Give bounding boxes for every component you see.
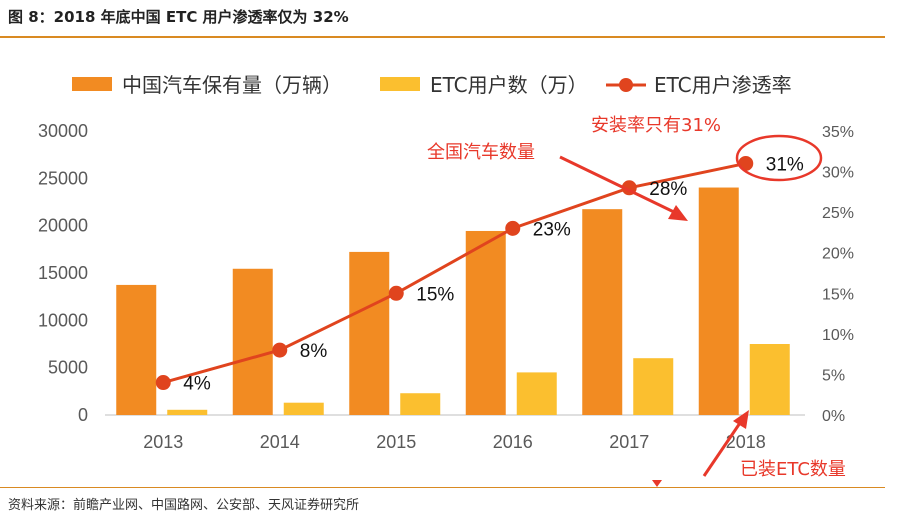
rate-data-label-2016: 23% [533,219,571,240]
legend-swatch-rate-marker [619,78,633,92]
x-tick-label: 2013 [143,432,183,452]
bar-etc-2013 [167,409,208,415]
y-right-tick-label: 35% [822,124,854,141]
rate-data-label-2018: 31% [766,154,804,175]
rate-series-line [162,161,747,384]
x-tick-label: 2018 [726,432,766,452]
y-right-tick-label: 30% [822,165,854,182]
top-divider [0,36,885,38]
legend-label-etc: ETC用户数（万） [430,73,588,97]
annotation-car-count: 全国汽车数量 [427,142,535,163]
x-tick-label: 2015 [376,432,416,452]
rate-data-label-2014: 8% [300,341,328,362]
source-note: 资料来源：前瞻产业网、中国路网、公安部、天风证券研究所 [8,498,360,513]
bar-etc-2018 [749,344,790,415]
bar-car-2014 [232,268,273,415]
bottom-divider [0,487,885,488]
bar-etc-2014 [283,402,324,415]
bar-etc-2015 [400,393,441,415]
rate-data-label-2017: 28% [649,179,687,200]
y-right-tick-label: 25% [822,205,854,222]
y-right-tick-label: 20% [822,246,854,263]
rate-marker-2013 [155,375,171,391]
legend: 中国汽车保有量（万辆） ETC用户数（万） ETC用户渗透率 [72,73,792,97]
annotation-etc-installed: 已装ETC数量 [740,459,846,480]
annotation-arrow-car-line [559,155,677,215]
bar-car-2015 [349,251,390,415]
rate-data-label-2013: 4% [183,374,211,395]
legend-swatch-etc [380,77,420,91]
annotation-arrow-car-head [668,205,688,221]
x-tick-label: 2017 [609,432,649,452]
y-left-tick-label: 5000 [48,358,88,378]
legend-swatch-car [72,77,112,91]
bar-etc-2016 [516,372,557,415]
x-tick-label: 2016 [493,432,533,452]
bar-car-2017 [582,209,623,415]
y-left-tick-label: 0 [78,405,88,425]
rate-marker-2016 [505,220,521,236]
y-left-tick-label: 30000 [38,121,88,141]
y-right-tick-label: 10% [822,327,854,344]
rate-marker-2015 [388,285,404,301]
legend-label-car: 中国汽车保有量（万辆） [122,73,342,97]
y-left-tick-label: 10000 [38,310,88,330]
annotation-arrow-etc-line [702,419,744,477]
x-tick-label: 2014 [260,432,300,452]
annotation-install-rate: 安装率只有31% [591,115,721,136]
y-right-tick-label: 5% [822,367,845,384]
y-right-tick-label: 15% [822,286,854,303]
bar-car-2018 [698,187,739,415]
rate-data-label-2015: 15% [416,284,454,305]
annotation-circle [735,134,823,182]
bar-car-2016 [465,230,506,415]
bar-etc-2017 [633,358,674,415]
y-left-tick-label: 20000 [38,216,88,236]
rate-marker-2014 [272,342,288,358]
y-right-tick-label: 0% [822,408,845,425]
annotations: 安装率只有31% 全国汽车数量 已装ETC数量 [427,115,846,487]
figure-title: 图 8：2018 年底中国 ETC 用户渗透率仅为 32% [8,8,349,26]
annotation-stray-mark [652,480,662,487]
legend-label-rate: ETC用户渗透率 [654,73,792,97]
y-left-tick-label: 25000 [38,168,88,188]
bar-car-2013 [116,284,157,415]
y-left-tick-label: 15000 [38,263,88,283]
annotation-arrow-etc-head [733,410,749,429]
